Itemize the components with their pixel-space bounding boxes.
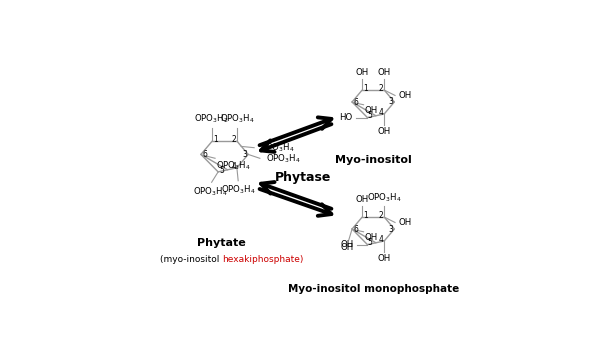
Text: 1: 1 [213,135,218,145]
Text: 3: 3 [242,150,247,159]
Text: 6: 6 [353,225,358,234]
Text: OH: OH [364,106,377,115]
Text: OH: OH [377,254,391,264]
Text: OPO$_3$H$_4$: OPO$_3$H$_4$ [221,184,256,197]
Text: 1: 1 [363,212,368,220]
Text: Myo-inositol: Myo-inositol [335,155,412,165]
Text: 1: 1 [363,85,368,93]
Text: Myo-inositol monophosphate: Myo-inositol monophosphate [288,284,459,294]
Text: 4: 4 [379,235,384,244]
Text: OPO$_3$H$_2$: OPO$_3$H$_2$ [194,113,229,125]
Text: HO: HO [339,113,352,122]
Text: Phytate: Phytate [198,238,246,249]
Text: 4: 4 [379,108,384,117]
Text: OPO$_3$H$_4$: OPO$_3$H$_4$ [261,141,295,154]
Text: 5: 5 [368,111,373,120]
Text: OH: OH [340,240,353,249]
Text: hexakiphosphate): hexakiphosphate) [222,255,303,264]
Text: OPO$_3$H$_4$: OPO$_3$H$_4$ [367,191,402,204]
Text: OH: OH [398,218,412,227]
Text: (myo-inositol: (myo-inositol [159,255,222,264]
Text: OH: OH [398,91,412,100]
Text: Phytase: Phytase [275,171,331,184]
Text: OPO$_3$H$_4$: OPO$_3$H$_4$ [220,113,255,125]
Text: OPO$_3$H$_4$: OPO$_3$H$_4$ [193,185,228,198]
Text: 5: 5 [219,166,224,175]
Text: OH: OH [377,127,391,137]
Text: 6: 6 [353,98,358,107]
Text: 5: 5 [368,238,373,247]
Text: 3: 3 [388,225,394,233]
Text: 6: 6 [202,151,207,159]
Text: OH: OH [356,67,369,77]
Text: 2: 2 [231,135,236,145]
Text: OH: OH [377,67,391,77]
Text: OH: OH [341,243,354,252]
Text: OPO$_3$H$_4$: OPO$_3$H$_4$ [266,152,301,165]
Text: OH: OH [356,194,369,204]
Text: 4: 4 [231,162,236,171]
Text: OH: OH [364,233,377,242]
Text: OPO$_3$H$_4$: OPO$_3$H$_4$ [216,160,252,172]
Text: 2: 2 [379,212,383,220]
Text: 2: 2 [379,85,383,93]
Text: 3: 3 [388,98,394,106]
